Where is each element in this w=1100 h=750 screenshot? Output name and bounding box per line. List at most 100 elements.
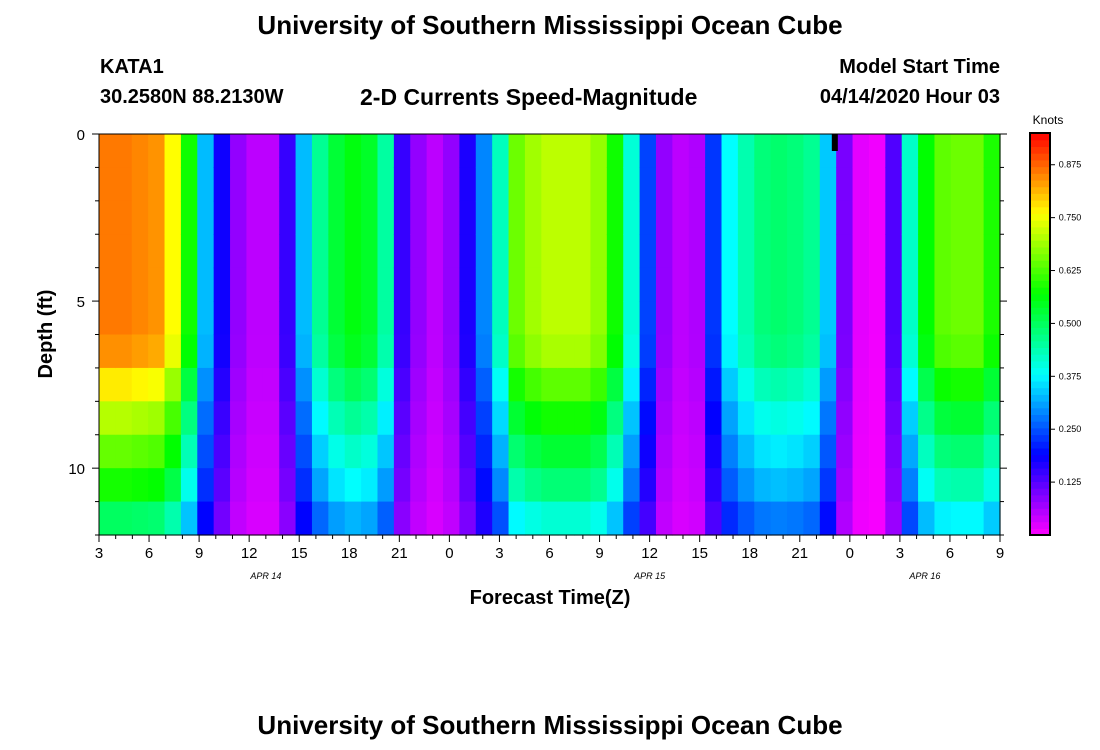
colorbar-segment bbox=[1030, 474, 1050, 482]
heatmap-cell bbox=[524, 401, 542, 436]
heatmap-cell bbox=[180, 134, 198, 169]
heatmap-cell bbox=[524, 134, 542, 169]
heatmap-cell bbox=[885, 267, 903, 302]
heatmap-cell bbox=[705, 434, 723, 469]
heatmap-cell bbox=[344, 468, 362, 503]
heatmap-cell bbox=[836, 234, 854, 269]
heatmap-cell bbox=[770, 334, 788, 369]
colorbar-segment bbox=[1030, 334, 1050, 342]
heatmap-cell bbox=[99, 134, 116, 169]
heatmap-cell bbox=[688, 334, 706, 369]
heatmap-cell bbox=[443, 367, 460, 402]
heatmap-cell bbox=[606, 367, 624, 402]
heatmap-cell bbox=[836, 134, 854, 169]
heatmap-cell bbox=[918, 134, 936, 169]
colorbar-segment bbox=[1030, 280, 1050, 288]
heatmap-cell bbox=[246, 134, 264, 169]
heatmap-cell bbox=[262, 501, 280, 536]
colorbar-segment bbox=[1030, 173, 1050, 181]
heatmap-cell bbox=[377, 468, 395, 503]
heatmap-cell bbox=[246, 367, 264, 402]
heatmap-cells bbox=[99, 134, 1001, 536]
heatmap-cell bbox=[426, 401, 444, 436]
heatmap-cell bbox=[803, 134, 821, 169]
y-tick-label: 5 bbox=[77, 294, 85, 311]
heatmap-cell bbox=[115, 267, 133, 302]
heatmap-cell bbox=[197, 134, 215, 169]
heatmap-cell bbox=[541, 468, 559, 503]
colorbar-segment bbox=[1030, 240, 1050, 248]
heatmap-cell bbox=[508, 234, 526, 269]
heatmap-cell bbox=[655, 301, 673, 336]
heatmap-cell bbox=[934, 468, 952, 503]
heatmap-cell bbox=[377, 501, 395, 536]
heatmap-cell bbox=[606, 334, 624, 369]
heatmap-cell bbox=[492, 267, 510, 302]
heatmap-cell bbox=[508, 167, 526, 202]
heatmap-cell bbox=[213, 234, 231, 269]
heatmap-cell bbox=[754, 134, 772, 169]
heatmap-cell bbox=[279, 301, 297, 336]
colorbar-tick-label: 0.125 bbox=[1059, 477, 1082, 487]
heatmap-cell bbox=[131, 200, 149, 235]
heatmap-cell bbox=[901, 134, 919, 169]
heatmap-cell bbox=[361, 267, 379, 302]
heatmap-cell bbox=[737, 334, 755, 369]
heatmap-cell bbox=[148, 401, 166, 436]
heatmap-cell bbox=[426, 301, 444, 336]
heatmap-cell bbox=[754, 234, 772, 269]
colorbar-segment bbox=[1030, 427, 1050, 436]
heatmap-cell bbox=[115, 501, 133, 536]
heatmap-cell bbox=[672, 167, 690, 202]
heatmap-cell bbox=[606, 401, 624, 436]
heatmap-cell bbox=[672, 501, 690, 536]
heatmap-cell bbox=[885, 334, 903, 369]
heatmap-cell bbox=[950, 267, 968, 302]
heatmap-cell bbox=[606, 234, 624, 269]
heatmap-cell bbox=[918, 468, 936, 503]
heatmap-cell bbox=[557, 367, 575, 402]
x-tick-label: 0 bbox=[445, 545, 453, 562]
heatmap-cell bbox=[492, 468, 510, 503]
heatmap-cell bbox=[672, 334, 690, 369]
heatmap-cell bbox=[803, 367, 821, 402]
colorbar-segment bbox=[1030, 200, 1050, 208]
heatmap-cell bbox=[721, 134, 739, 169]
heatmap-cell bbox=[311, 434, 329, 469]
heatmap-cell bbox=[770, 468, 788, 503]
heatmap-cell bbox=[279, 401, 297, 436]
heatmap-cell bbox=[361, 167, 379, 202]
heatmap-cell bbox=[115, 334, 133, 369]
heatmap-cell bbox=[574, 501, 592, 536]
heatmap-cell bbox=[819, 401, 837, 436]
heatmap-cell bbox=[230, 200, 248, 235]
heatmap-cell bbox=[295, 134, 313, 169]
colorbar-tick-label: 0.875 bbox=[1059, 160, 1082, 170]
colorbar-segment bbox=[1030, 380, 1050, 389]
heatmap-cell bbox=[623, 234, 641, 269]
heatmap-cell bbox=[934, 334, 952, 369]
colorbar-segment bbox=[1030, 253, 1050, 261]
heatmap-cell bbox=[787, 200, 805, 235]
colorbar-segment bbox=[1030, 374, 1050, 382]
heatmap-cell bbox=[721, 167, 739, 202]
heatmap-cell bbox=[705, 200, 723, 235]
colorbar-segment bbox=[1030, 260, 1050, 268]
heatmap-cell bbox=[213, 367, 231, 402]
heatmap-cell bbox=[852, 434, 870, 469]
heatmap-cell bbox=[623, 401, 641, 436]
heatmap-cell bbox=[230, 267, 248, 302]
heatmap-cell bbox=[197, 200, 215, 235]
heatmap-cell bbox=[230, 234, 248, 269]
heatmap-cell bbox=[721, 401, 739, 436]
heatmap-cell bbox=[262, 167, 280, 202]
heatmap-cell bbox=[688, 267, 706, 302]
x-tick-label: 6 bbox=[545, 545, 553, 562]
heatmap-cell bbox=[230, 501, 248, 536]
heatmap-cell bbox=[393, 334, 411, 369]
heatmap-cell bbox=[426, 501, 444, 536]
heatmap-cell bbox=[836, 167, 854, 202]
date-labels: APR 14 APR 15 APR 16 bbox=[249, 571, 940, 581]
heatmap-cell bbox=[311, 334, 329, 369]
heatmap-cell bbox=[99, 468, 116, 503]
